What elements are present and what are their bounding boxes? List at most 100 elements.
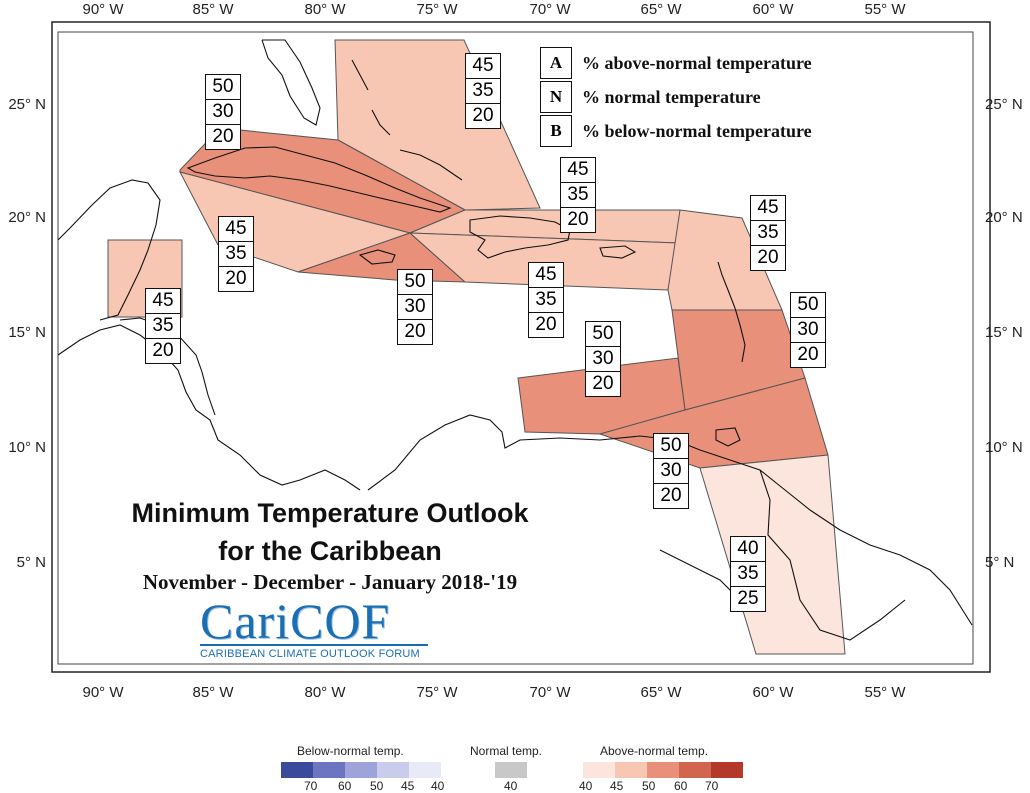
colorbar-above-title: Above-normal temp. xyxy=(600,744,709,758)
y-axis-right: 25° N 20° N 15° N 10° N 5° N xyxy=(985,96,1023,571)
x-tick-top: 65° W xyxy=(640,1,682,18)
prob-box-leeward: 45 35 20 xyxy=(750,195,786,271)
legend-letter: B xyxy=(540,115,572,147)
colorbar-swatch xyxy=(679,762,711,778)
map-period: November - December - January 2018-'19 xyxy=(142,570,518,594)
y-tick-right: 25° N xyxy=(985,96,1023,113)
colorbar-swatch xyxy=(313,762,345,778)
prob-normal: 35 xyxy=(751,221,785,246)
x-tick-bottom: 75° W xyxy=(416,684,458,701)
x-tick-top: 70° W xyxy=(529,1,571,18)
prob-below: 20 xyxy=(212,126,234,147)
x-tick-top: 55° W xyxy=(864,1,906,18)
coast-venezuela-inner xyxy=(659,549,741,601)
colorbar-tick: 60 xyxy=(674,779,688,793)
prob-below: 20 xyxy=(404,321,426,342)
x-tick-bottom: 90° W xyxy=(82,684,124,701)
colorbar-tick: 60 xyxy=(338,779,352,793)
prob-above: 45 xyxy=(529,263,563,288)
prob-normal: 30 xyxy=(791,318,825,343)
y-tick-right: 15° N xyxy=(985,324,1023,341)
map-title-line1: Minimum Temperature Outlook xyxy=(131,498,529,528)
colorbar-swatch xyxy=(711,762,743,778)
prob-normal: 30 xyxy=(586,347,620,372)
x-axis-top: 90° W 85° W 80° W 75° W 70° W 65° W 60° … xyxy=(82,1,906,18)
prob-normal: 35 xyxy=(731,562,765,587)
colorbar-tick: 45 xyxy=(401,779,415,793)
region-bahamas xyxy=(334,39,541,211)
coast-cuba xyxy=(186,146,452,213)
legend-row-above: A % above-normal temperature xyxy=(540,46,812,80)
colorbar-swatch xyxy=(345,762,377,778)
coast-antilles-chain xyxy=(717,261,746,363)
prob-above: 50 xyxy=(586,322,620,347)
legend-letter: A xyxy=(540,47,572,79)
prob-box-bahamas: 45 35 20 xyxy=(465,53,501,129)
prob-box-hispaniola-north: 45 35 20 xyxy=(560,157,596,233)
prob-below: 20 xyxy=(757,247,779,268)
prob-below: 25 xyxy=(737,588,759,609)
prob-box-cayman: 45 35 20 xyxy=(218,216,254,292)
prob-above: 50 xyxy=(791,293,825,318)
x-tick-bottom: 70° W xyxy=(529,684,571,701)
x-tick-top: 80° W xyxy=(304,1,346,18)
y-tick-left: 25° N xyxy=(8,96,46,113)
map-outer-frame xyxy=(51,21,991,673)
abn-legend: A % above-normal temperature N % normal … xyxy=(540,46,812,148)
y-axis-left: 25° N 20° N 15° N 10° N 5° N xyxy=(8,96,46,571)
legend-label: % normal temperature xyxy=(582,86,761,107)
prob-box-windward: 50 30 20 xyxy=(790,292,826,368)
colorbar-tick: 50 xyxy=(642,779,656,793)
colorbar-tick: 50 xyxy=(370,779,384,793)
coast-yucatan xyxy=(57,179,161,321)
prob-box-guianas: 40 35 25 xyxy=(730,536,766,612)
colorbar-swatch xyxy=(583,762,615,778)
logo-wordmark: CariCOF xyxy=(200,593,391,649)
prob-normal: 35 xyxy=(146,314,180,339)
colorbar-tick: 70 xyxy=(705,779,719,793)
coast-jamaica xyxy=(358,249,396,265)
coast-trinidad xyxy=(715,427,741,447)
x-tick-top: 60° W xyxy=(752,1,794,18)
prob-below: 20 xyxy=(152,340,174,361)
y-tick-left: 15° N xyxy=(8,324,46,341)
y-tick-right: 5° N xyxy=(985,554,1014,571)
colorbar-normal-title: Normal temp. xyxy=(470,744,543,758)
prob-below: 20 xyxy=(225,268,247,289)
coast-puerto-rico xyxy=(599,245,637,259)
prob-normal: 30 xyxy=(206,100,240,125)
prob-normal: 35 xyxy=(561,183,595,208)
coast-guiana-interior xyxy=(759,469,906,641)
x-tick-top: 90° W xyxy=(82,1,124,18)
legend-row-normal: N % normal temperature xyxy=(540,80,812,114)
map-title-line2: for the Caribbean xyxy=(218,536,442,566)
legend-row-below: B % below-normal temperature xyxy=(540,114,812,148)
prob-normal: 35 xyxy=(466,79,500,104)
prob-normal: 30 xyxy=(398,295,432,320)
coast-central-america-inner xyxy=(119,317,216,416)
colorbar-swatch xyxy=(495,762,527,778)
colorbar-tick: 45 xyxy=(610,779,624,793)
prob-above: 45 xyxy=(146,289,180,314)
prob-box-abc-islands: 50 30 20 xyxy=(585,321,621,397)
prob-below: 20 xyxy=(567,209,589,230)
legend-label: % above-normal temperature xyxy=(582,52,812,73)
prob-box-cuba: 50 30 20 xyxy=(205,74,241,150)
colorbar-tick: 40 xyxy=(579,779,593,793)
prob-normal: 35 xyxy=(529,288,563,313)
colorbar-tick: 40 xyxy=(431,779,445,793)
colorbar-swatch xyxy=(647,762,679,778)
prob-below: 20 xyxy=(535,314,557,335)
caricof-logo: CariCOF CARIBBEAN CLIMATE OUTLOOK FORUM xyxy=(200,593,440,660)
prob-box-trinidad: 50 30 20 xyxy=(653,433,689,509)
prob-above: 45 xyxy=(751,196,785,221)
x-tick-top: 75° W xyxy=(416,1,458,18)
prob-above: 50 xyxy=(206,75,240,100)
logo-rule xyxy=(200,644,428,646)
prob-below: 20 xyxy=(472,105,494,126)
coast-florida xyxy=(261,39,321,126)
y-tick-right: 10° N xyxy=(985,439,1023,456)
colorbar-swatch xyxy=(615,762,647,778)
x-tick-bottom: 60° W xyxy=(752,684,794,701)
x-tick-bottom: 65° W xyxy=(640,684,682,701)
